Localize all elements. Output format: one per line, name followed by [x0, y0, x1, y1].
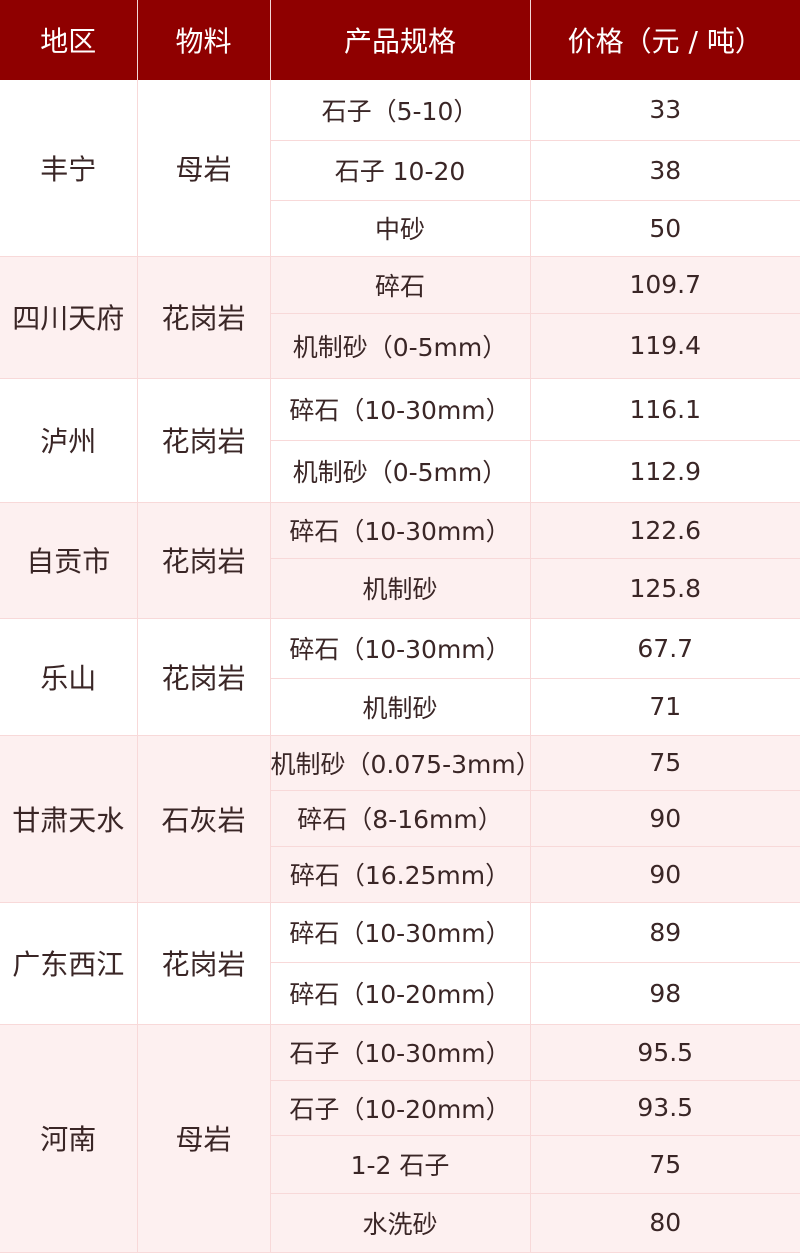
spec-cell: 石子（10-30mm） [269, 1024, 531, 1081]
price-cell: 90 [529, 846, 800, 903]
table-row: 机制砂 71 [0, 678, 800, 736]
material-cell: 石灰岩 [136, 735, 271, 903]
table-row: 中砂 50 [0, 200, 800, 257]
material-cell: 母岩 [136, 80, 271, 257]
price-cell: 71 [529, 678, 800, 736]
table-row: 广东西江 花岗岩 碎石（10-30mm） 89 [0, 902, 800, 1025]
material-cell: 花岗岩 [136, 502, 271, 619]
spec-cell: 碎石（10-20mm） [270, 962, 531, 1025]
table-row: 机制砂 125.8 [0, 558, 800, 619]
spec-cell: 石子（10-20mm） [270, 1080, 531, 1136]
table-row: 四川天府 花岗岩 碎石 109.7 [0, 256, 800, 379]
price-cell: 116.1 [529, 378, 800, 441]
spec-cell: 石子（5-10） [269, 80, 531, 141]
price-cell: 109.7 [529, 256, 800, 314]
spec-cell: 碎石（10-30mm） [269, 378, 531, 441]
header-material: 物料 [137, 0, 271, 80]
spec-cell: 碎石（10-30mm） [269, 502, 531, 559]
header-spec: 产品规格 [270, 0, 531, 80]
table-row: 甘肃天水 石灰岩 机制砂（0.075-3mm） 75 [0, 735, 800, 903]
spec-cell: 碎石（10-30mm） [269, 618, 531, 679]
table-row: 石子（10-20mm） 93.5 [0, 1080, 800, 1136]
material-cell: 花岗岩 [136, 378, 271, 503]
table-row: 碎石（16.25mm） 90 [0, 846, 800, 903]
header-region: 地区 [0, 0, 138, 80]
price-cell: 89 [529, 902, 800, 963]
spec-cell: 碎石（16.25mm） [270, 846, 531, 903]
spec-cell: 中砂 [270, 200, 531, 257]
price-cell: 75 [529, 1135, 800, 1194]
material-cell: 花岗岩 [136, 256, 271, 379]
table-row: 乐山 花岗岩 碎石（10-30mm） 67.7 [0, 618, 800, 736]
table-row: 泸州 花岗岩 碎石（10-30mm） 116.1 [0, 378, 800, 503]
material-cell: 花岗岩 [136, 902, 271, 1025]
price-cell: 50 [529, 200, 800, 257]
spec-cell: 机制砂 [270, 678, 531, 736]
spec-cell: 碎石（10-30mm） [269, 902, 531, 963]
price-cell: 119.4 [529, 313, 800, 379]
region-cell: 自贡市 [0, 502, 138, 619]
region-cell: 乐山 [0, 618, 138, 736]
price-cell: 112.9 [529, 440, 800, 503]
price-cell: 33 [529, 80, 800, 141]
table-row: 机制砂（0-5mm） 119.4 [0, 313, 800, 379]
price-cell: 90 [529, 790, 800, 847]
price-cell: 80 [529, 1193, 800, 1253]
header-price: 价格（元 / 吨） [530, 0, 800, 80]
header-row: 地区 物料 产品规格 价格（元 / 吨） [0, 0, 800, 80]
table-row: 1-2 石子 75 [0, 1135, 800, 1194]
table-row: 碎石（8-16mm） 90 [0, 790, 800, 847]
spec-cell: 机制砂（0-5mm） [270, 440, 531, 503]
spec-cell: 机制砂 [270, 558, 531, 619]
spec-cell: 石子 10-20 [270, 140, 531, 201]
table-row: 机制砂（0-5mm） 112.9 [0, 440, 800, 503]
region-cell: 泸州 [0, 378, 138, 503]
spec-cell: 机制砂（0-5mm） [270, 313, 531, 379]
price-cell: 75 [529, 735, 800, 791]
region-cell: 四川天府 [0, 256, 138, 379]
table-row: 自贡市 花岗岩 碎石（10-30mm） 122.6 [0, 502, 800, 619]
table-row: 石子 10-20 38 [0, 140, 800, 201]
price-cell: 67.7 [529, 618, 800, 679]
region-cell: 广东西江 [0, 902, 138, 1025]
table-row: 水洗砂 80 [0, 1193, 800, 1253]
price-cell: 38 [529, 140, 800, 201]
spec-cell: 碎石 [269, 256, 531, 314]
spec-cell: 1-2 石子 [270, 1135, 531, 1194]
table-row: 丰宁 母岩 石子（5-10） 33 [0, 80, 800, 257]
spec-cell: 水洗砂 [270, 1193, 531, 1253]
price-cell: 122.6 [529, 502, 800, 559]
region-cell: 河南 [0, 1024, 138, 1253]
price-cell: 98 [529, 962, 800, 1025]
spec-cell: 碎石（8-16mm） [270, 790, 531, 847]
region-cell: 丰宁 [0, 80, 138, 257]
material-cell: 母岩 [136, 1024, 271, 1253]
region-cell: 甘肃天水 [0, 735, 138, 903]
price-cell: 125.8 [529, 558, 800, 619]
price-cell: 95.5 [529, 1024, 800, 1081]
table-row: 碎石（10-20mm） 98 [0, 962, 800, 1025]
price-cell: 93.5 [529, 1080, 800, 1136]
spec-cell: 机制砂（0.075-3mm） [269, 735, 541, 791]
table-row: 河南 母岩 石子（10-30mm） 95.5 [0, 1024, 800, 1253]
material-cell: 花岗岩 [136, 618, 271, 736]
